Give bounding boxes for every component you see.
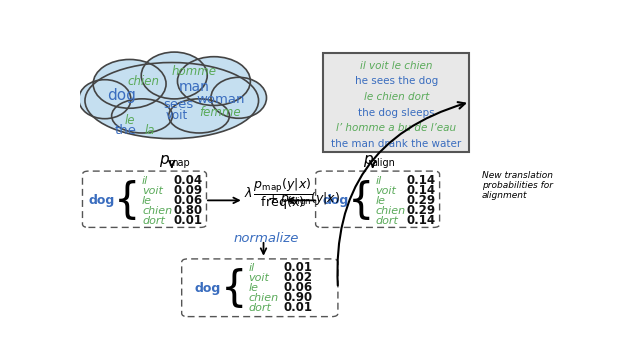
Text: 0.06: 0.06 [284,281,313,294]
Text: dog: dog [108,88,136,102]
Text: map: map [168,158,190,168]
Text: voit: voit [375,186,396,195]
Text: il: il [142,176,148,186]
Text: 0.14: 0.14 [406,214,436,227]
Text: normalize: normalize [234,232,299,244]
Text: l’ homme a bu de l’eau: l’ homme a bu de l’eau [337,123,456,133]
Text: chien: chien [375,206,405,216]
Ellipse shape [111,99,172,133]
Text: $p$: $p$ [159,153,170,169]
Text: $\{$: $\{$ [347,178,371,222]
Text: $\lambda\,\dfrac{p_{\mathrm{map}}(y|x)}{\mathrm{freq(x)}}$: $\lambda\,\dfrac{p_{\mathrm{map}}(y|x)}{… [244,176,312,211]
Text: woman: woman [196,93,245,106]
Text: $+\;p_{\mathrm{align}}(y|x)$: $+\;p_{\mathrm{align}}(y|x)$ [268,191,340,209]
Text: 0.01: 0.01 [284,261,313,274]
Text: 0.01: 0.01 [284,301,313,314]
Text: le: le [125,114,135,127]
Text: voit: voit [165,109,188,122]
Text: 0.14: 0.14 [406,174,436,187]
Text: 0.06: 0.06 [173,194,203,207]
Text: chien: chien [127,75,159,88]
Text: le: le [375,195,385,206]
Text: dog: dog [323,194,349,207]
Ellipse shape [141,52,207,99]
Text: il: il [249,262,255,273]
Text: le chien dort: le chien dort [364,92,429,102]
Text: 0.14: 0.14 [406,184,436,197]
Text: he sees the dog: he sees the dog [355,76,438,87]
Text: New translation
probabilities for
alignment: New translation probabilities for alignm… [482,171,553,201]
Text: chien: chien [249,292,279,303]
Text: homme: homme [172,65,217,78]
Text: dort: dort [249,303,271,313]
Text: femme: femme [199,106,241,119]
FancyBboxPatch shape [316,171,440,227]
Text: dort: dort [375,216,398,226]
Text: 0.09: 0.09 [173,184,203,197]
Text: chien: chien [142,206,172,216]
Text: 0.04: 0.04 [173,174,203,187]
Text: le: le [142,195,152,206]
Text: dort: dort [142,216,165,226]
Text: the: the [115,124,137,137]
Text: sees: sees [163,98,193,111]
Text: $p$: $p$ [363,153,374,169]
Text: 0.02: 0.02 [284,271,313,284]
Text: 0.29: 0.29 [406,194,436,207]
Ellipse shape [79,80,131,119]
FancyArrowPatch shape [337,102,465,285]
FancyBboxPatch shape [182,259,338,317]
Ellipse shape [93,59,166,108]
Text: dog: dog [195,282,221,295]
Text: $\{$: $\{$ [220,266,243,310]
FancyBboxPatch shape [323,53,469,152]
Text: 0.01: 0.01 [173,214,203,227]
Text: $\{$: $\{$ [113,178,136,222]
Text: la: la [145,124,155,137]
Text: il: il [375,176,381,186]
Text: le: le [249,283,259,292]
Text: 0.80: 0.80 [173,204,203,217]
Text: 0.29: 0.29 [406,204,436,217]
Text: voit: voit [142,186,163,195]
Text: dog: dog [88,194,115,207]
Text: il voit le chien: il voit le chien [360,61,433,71]
Text: align: align [372,158,396,168]
Text: the dog sleeps: the dog sleeps [358,108,435,118]
Ellipse shape [177,57,250,105]
Text: the man drank the water: the man drank the water [332,139,461,149]
Ellipse shape [211,77,266,118]
Ellipse shape [169,99,229,133]
Text: voit: voit [249,273,269,283]
Ellipse shape [85,63,259,139]
Text: man: man [179,80,210,94]
Text: 0.90: 0.90 [284,291,313,304]
FancyBboxPatch shape [83,171,207,227]
